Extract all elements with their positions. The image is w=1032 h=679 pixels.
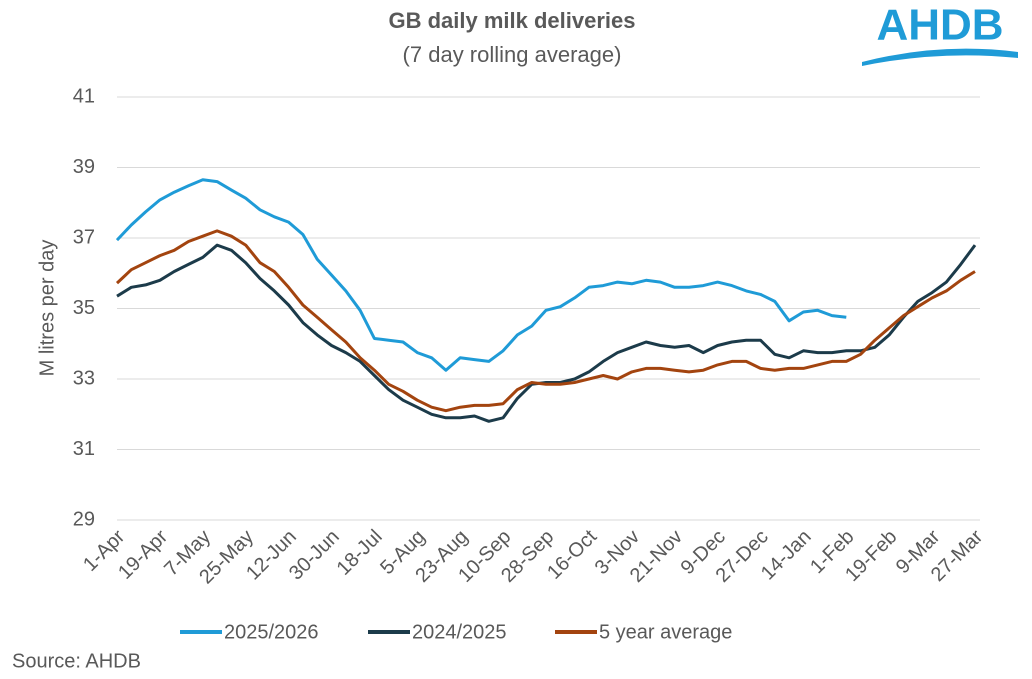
logo-swoosh (862, 48, 1018, 66)
legend-label: 5 year average (599, 621, 732, 643)
x-tick-label: 19-Apr (114, 525, 172, 583)
y-axis-title: M litres per day (36, 240, 58, 377)
x-tick-label: 16-Oct (543, 525, 601, 583)
y-tick-label: 37 (73, 226, 95, 248)
y-tick-label: 39 (73, 156, 95, 178)
y-tick-label: 35 (73, 297, 95, 319)
legend-item: 2024/2025 (368, 621, 507, 643)
y-tick-label: 31 (73, 438, 95, 460)
logo: AHDB (862, 1, 1018, 66)
y-tick-label: 33 (73, 367, 95, 389)
legend-label: 2025/2026 (224, 621, 319, 643)
y-tick-label: 29 (73, 508, 95, 530)
legend-item: 5 year average (555, 621, 732, 643)
legend-item: 2025/2026 (180, 621, 319, 643)
chart-title: GB daily milk deliveries (388, 8, 635, 33)
series-line (115, 229, 976, 413)
chart-subtitle: (7 day rolling average) (403, 42, 622, 67)
source: Source: AHDB (12, 650, 141, 672)
y-tick-label: 41 (73, 85, 95, 107)
legend-label: 2024/2025 (412, 621, 507, 643)
x-tick-label: 18-Jul (333, 526, 387, 580)
series-line (116, 243, 977, 423)
series-line (115, 178, 847, 372)
logo-text: AHDB (876, 1, 1003, 50)
